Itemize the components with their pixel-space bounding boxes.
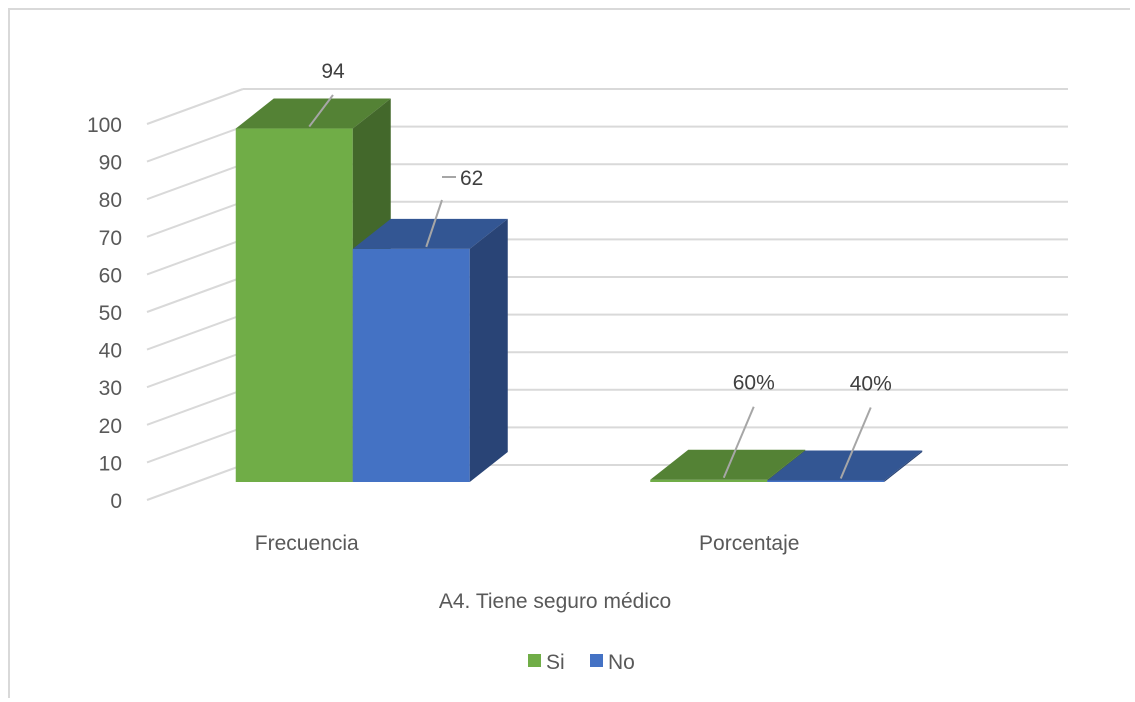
- bar-top-face: [767, 450, 923, 481]
- gridline-diagonal: [146, 200, 244, 238]
- bar-front-face: [650, 479, 768, 482]
- gridline-diagonal: [146, 125, 244, 163]
- y-tick-label: 10: [99, 452, 122, 475]
- leader-line: [425, 199, 443, 248]
- y-tick-label: 0: [110, 490, 122, 513]
- bar-front-face: [235, 128, 353, 482]
- y-tick-label: 30: [99, 377, 122, 400]
- gridline-diagonal: [146, 388, 244, 426]
- data-label: 40%: [850, 372, 892, 395]
- y-axis-ticks: 0 10 20 30 40 50 60 70 80 90 100: [87, 114, 122, 513]
- legend-swatch: [528, 654, 541, 667]
- bar-frecuencia-no: [352, 218, 508, 482]
- gridline-diagonal: [146, 88, 244, 125]
- legend: Si No: [528, 651, 635, 674]
- gridline-diagonal: [146, 464, 244, 501]
- data-labels: 94 62 60% 40%: [308, 60, 892, 479]
- legend-item-no: No: [590, 651, 635, 674]
- category-label: Porcentaje: [699, 532, 799, 555]
- leader-line: [839, 407, 872, 479]
- legend-label: Si: [546, 651, 565, 674]
- x-axis-title: A4. Tiene seguro médico: [439, 590, 671, 613]
- bar-porcentaje-no: [767, 450, 923, 482]
- bar-front-face: [352, 248, 470, 482]
- gridline-diagonal: [146, 313, 244, 351]
- bar-front-face: [767, 480, 885, 482]
- bar-top-face: [235, 98, 391, 129]
- bar-side-face: [884, 450, 923, 482]
- gridline-diagonal: [146, 163, 244, 201]
- legend-swatch: [590, 654, 603, 667]
- leader-line: [722, 406, 755, 479]
- y-tick-label: 90: [99, 152, 122, 175]
- legend-item-si: Si: [528, 651, 565, 674]
- bar-top-face: [650, 449, 806, 480]
- category-label: Frecuencia: [255, 532, 359, 555]
- data-label: 94: [321, 60, 345, 83]
- y-tick-label: 60: [99, 264, 122, 287]
- legend-label: No: [608, 651, 635, 674]
- data-label: 60%: [733, 372, 775, 395]
- y-tick-label: 50: [99, 302, 122, 325]
- bar-side-face: [469, 218, 508, 482]
- y-tick-label: 40: [99, 340, 122, 363]
- leader-line: [308, 94, 334, 128]
- gridline-diagonal: [146, 426, 244, 464]
- y-tick-label: 100: [87, 114, 122, 137]
- data-label: 62: [460, 167, 483, 190]
- y-tick-label: 20: [99, 415, 122, 438]
- gridline-diagonal: [146, 238, 244, 276]
- chart-frame: [8, 8, 1130, 698]
- bars: [235, 98, 923, 482]
- gridline-diagonal: [146, 351, 244, 389]
- y-tick-label: 80: [99, 189, 122, 212]
- y-tick-label: 70: [99, 227, 122, 250]
- category-labels: Frecuencia Porcentaje: [255, 532, 800, 555]
- gridline-diagonal: [146, 276, 244, 313]
